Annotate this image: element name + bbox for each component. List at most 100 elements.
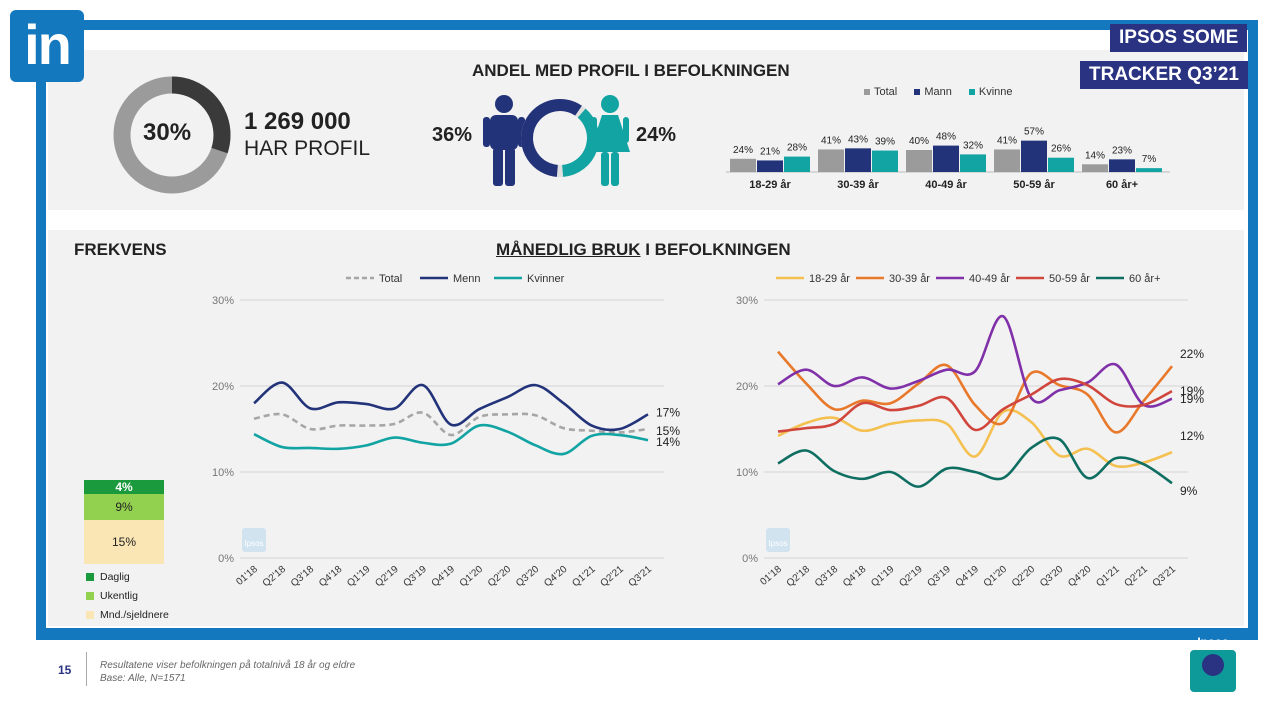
age-bar-label: 23% bbox=[1112, 145, 1132, 156]
chart-legend-item: 60 år+ bbox=[1096, 273, 1161, 285]
chart-legend-item: 40-49 år bbox=[936, 273, 1010, 285]
frame-left bbox=[36, 20, 46, 640]
age-bar bbox=[1082, 164, 1108, 172]
watermark-text: Ipsos bbox=[768, 539, 787, 548]
svg-text:18-29 år: 18-29 år bbox=[809, 273, 850, 285]
series-end-label: 15% bbox=[656, 424, 680, 438]
x-tick-label: Q3'19 bbox=[402, 564, 430, 590]
age-bar-label: 21% bbox=[760, 146, 780, 157]
footer-divider bbox=[86, 652, 87, 686]
gender-line-chart: 0% 10% 20% 30% 01'18 Q2'18 Q3'18 Q4'18 Q1'19 Q2'1… bbox=[212, 273, 680, 590]
gender-ring-men bbox=[521, 99, 582, 177]
age-line-chart: 0% 10% 20% 30% 01'18 Q2'18 Q3'18 Q4'18 Q1'19 Q2'1… bbox=[736, 273, 1204, 590]
x-tick-label: Q2'21 bbox=[599, 564, 627, 590]
x-tick-label: 01'18 bbox=[758, 564, 784, 588]
y-tick-label: 0% bbox=[742, 553, 758, 565]
frequency-segment: 4% bbox=[84, 480, 164, 494]
age-bar-label: 24% bbox=[733, 145, 753, 156]
age-bar bbox=[960, 154, 986, 172]
x-tick-label: Q2'20 bbox=[1010, 564, 1038, 590]
age-bar bbox=[818, 149, 844, 172]
svg-text:60 år+: 60 år+ bbox=[1129, 273, 1161, 285]
age-bar-label: 32% bbox=[963, 140, 983, 151]
x-tick-label: Q1'20 bbox=[458, 564, 486, 590]
age-bar-label: 40% bbox=[909, 136, 929, 147]
age-bar bbox=[757, 160, 783, 172]
series-line bbox=[253, 423, 649, 456]
age-category-label: 60 år+ bbox=[1106, 179, 1138, 191]
series-line bbox=[777, 377, 1173, 433]
x-tick-label: Q4'18 bbox=[317, 564, 345, 590]
series-end-label: 14% bbox=[656, 435, 680, 449]
age-bar bbox=[906, 150, 932, 172]
badge-ipsos-some: IPSOS SOME bbox=[1110, 24, 1248, 52]
profile-percent: 30% bbox=[143, 119, 192, 146]
monthly-title-underlined: MÅNEDLIG BRUK bbox=[496, 240, 641, 259]
age-bar bbox=[1136, 168, 1162, 172]
age-bar bbox=[872, 150, 898, 172]
x-tick-label: Q2'19 bbox=[897, 564, 925, 590]
series-line bbox=[777, 436, 1173, 488]
age-bar bbox=[845, 148, 871, 172]
chart-legend-item: 18-29 år bbox=[776, 273, 850, 285]
age-bar-label: 48% bbox=[936, 132, 956, 143]
y-tick-label: 30% bbox=[736, 295, 758, 307]
frequency-legend-item: Daglig bbox=[86, 571, 130, 583]
series-end-label: 19% bbox=[1180, 392, 1204, 406]
x-tick-label: Q2'20 bbox=[486, 564, 514, 590]
chart-legend-item: 50-59 år bbox=[1016, 273, 1090, 285]
linkedin-logo: in bbox=[10, 10, 84, 82]
x-tick-label: Q1'19 bbox=[345, 564, 373, 590]
x-tick-label: Q3'20 bbox=[1038, 564, 1066, 590]
frame-top bbox=[40, 20, 1258, 30]
age-bar-label: 7% bbox=[1142, 154, 1157, 165]
legend-total: Total bbox=[864, 86, 897, 98]
svg-text:Menn: Menn bbox=[453, 273, 481, 285]
series-line bbox=[253, 411, 649, 437]
y-tick-label: 10% bbox=[736, 467, 758, 479]
monthly-title: MÅNEDLIG BRUK I BEFOLKNINGEN bbox=[496, 240, 791, 260]
series-end-label: 22% bbox=[1180, 347, 1204, 361]
x-tick-label: Q3'18 bbox=[813, 564, 841, 590]
x-tick-label: Q3'19 bbox=[926, 564, 954, 590]
y-tick-label: 0% bbox=[218, 553, 234, 565]
svg-text:Kvinner: Kvinner bbox=[527, 273, 565, 285]
women-percent: 24% bbox=[636, 124, 677, 146]
age-bar bbox=[784, 156, 810, 172]
frame-bottom bbox=[36, 628, 1258, 640]
footnote-line-2: Base: Alle, N=1571 bbox=[100, 673, 186, 684]
chart-legend-item: Menn bbox=[420, 273, 481, 285]
chart-legend-item: 30-39 år bbox=[856, 273, 930, 285]
x-tick-label: Q3'21 bbox=[1151, 564, 1179, 590]
frequency-segment: 15% bbox=[84, 520, 164, 564]
x-tick-label: Q4'19 bbox=[954, 564, 982, 590]
svg-text:50-59 år: 50-59 år bbox=[1049, 273, 1090, 285]
y-tick-label: 10% bbox=[212, 467, 234, 479]
legend-mann: Mann bbox=[914, 86, 952, 98]
series-line bbox=[777, 315, 1173, 408]
age-bar-label: 41% bbox=[997, 135, 1017, 146]
age-bar-label: 28% bbox=[787, 143, 807, 154]
x-tick-label: Q4'20 bbox=[1066, 564, 1094, 590]
ipsos-logo: Ipsos bbox=[1190, 635, 1236, 692]
frequency-legend-item: Mnd./sjeldnere bbox=[86, 609, 169, 621]
monthly-title-rest: I BEFOLKNINGEN bbox=[640, 240, 791, 259]
svg-text:Total: Total bbox=[379, 273, 402, 285]
profile-count: 1 269 000 bbox=[244, 108, 351, 135]
x-tick-label: Q2'18 bbox=[261, 564, 289, 590]
frequency-legend-item: Ukentlig bbox=[86, 590, 138, 602]
frequency-title: FREKVENS bbox=[74, 240, 167, 259]
x-tick-label: Q1'21 bbox=[570, 564, 598, 590]
age-bar bbox=[994, 149, 1020, 172]
series-end-label: 19% bbox=[1180, 384, 1204, 398]
y-tick-label: 20% bbox=[212, 381, 234, 393]
men-percent: 36% bbox=[432, 124, 473, 146]
woman-icon bbox=[590, 95, 630, 186]
age-category-label: 40-49 år bbox=[925, 179, 967, 191]
age-category-label: 50-59 år bbox=[1013, 179, 1055, 191]
age-legend: Total Mann Kvinne bbox=[864, 86, 1027, 98]
profile-title: ANDEL MED PROFIL I BEFOLKNINGEN bbox=[472, 61, 790, 80]
age-bar bbox=[730, 158, 756, 172]
donut-share bbox=[113, 76, 231, 194]
x-tick-label: Q4'20 bbox=[542, 564, 570, 590]
